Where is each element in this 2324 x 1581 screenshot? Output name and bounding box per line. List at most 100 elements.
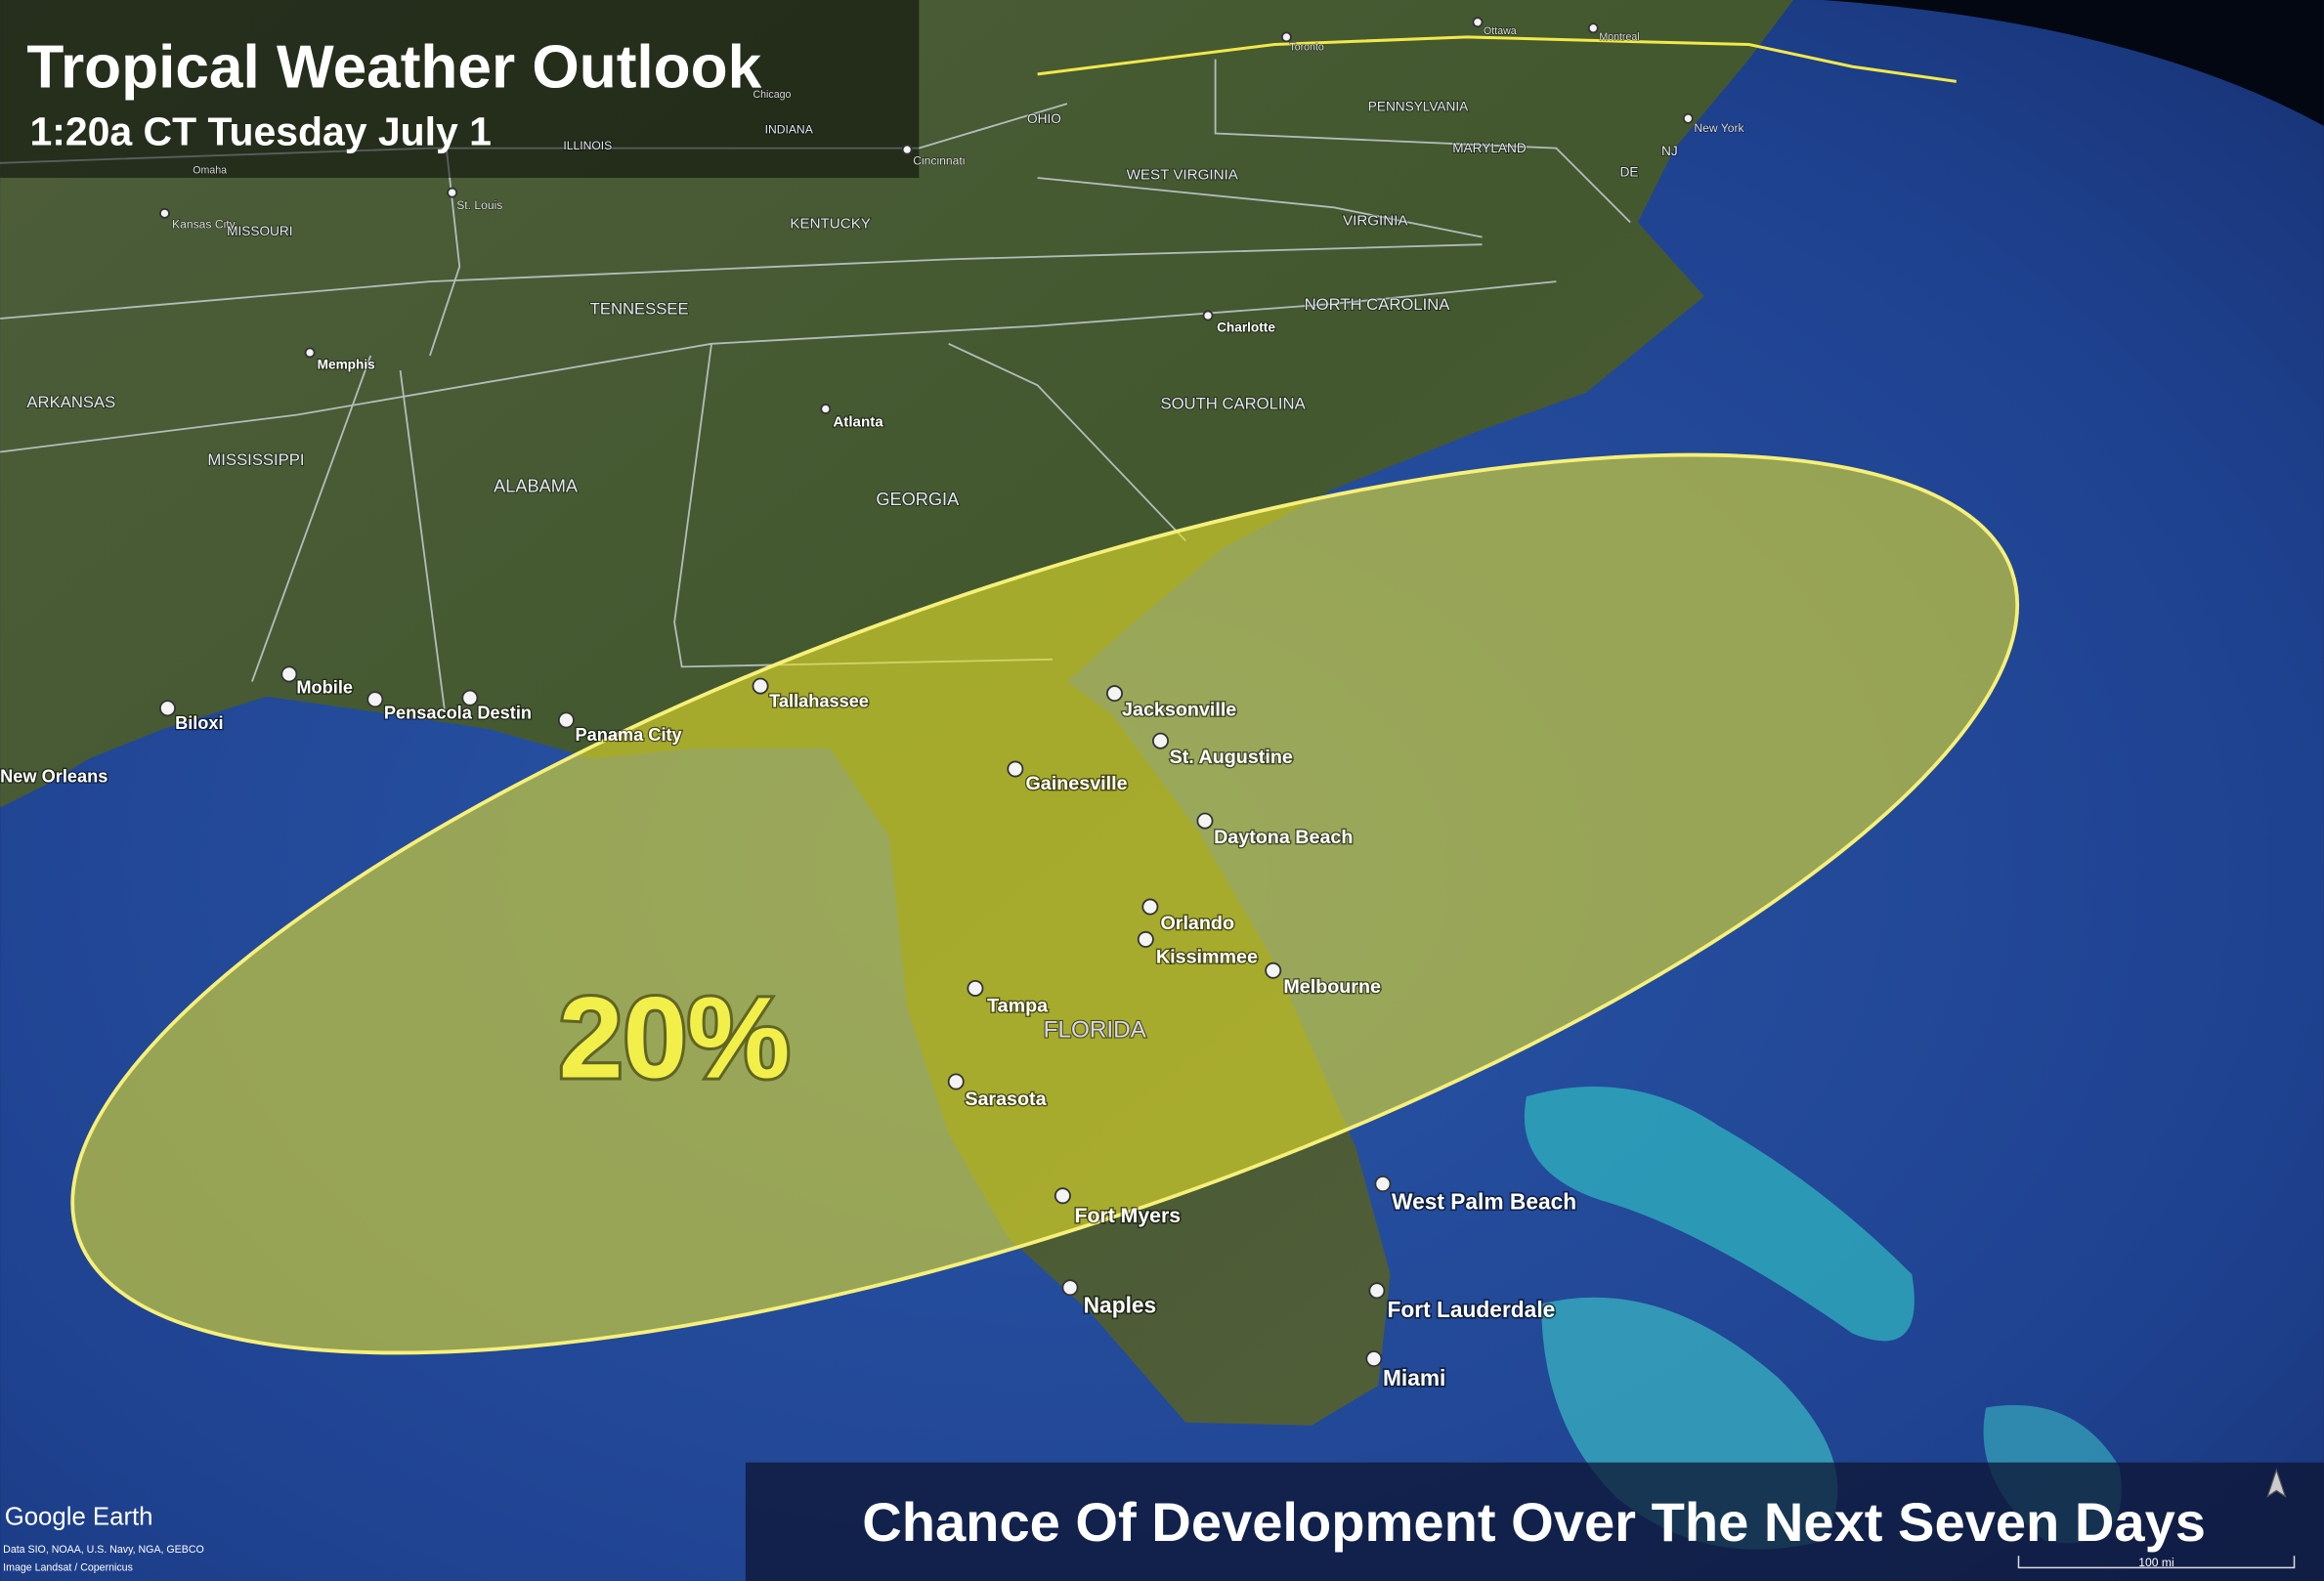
state-label: KENTUCKY bbox=[790, 216, 871, 233]
city-label: West Palm Beach bbox=[1392, 1188, 1576, 1214]
city-label: Biloxi bbox=[175, 713, 224, 733]
labels: Jacksonville St. Augustine Gainesville Dayt… bbox=[0, 17, 2296, 1573]
city-marker bbox=[366, 691, 384, 708]
city-label: Jacksonville bbox=[1122, 699, 1236, 720]
city-label: St. Augustine bbox=[1170, 747, 1293, 768]
state-label: VIRGINIA bbox=[1343, 212, 1408, 229]
city-label: Atlanta bbox=[833, 414, 883, 431]
state-label: OHIO bbox=[1027, 111, 1061, 126]
city-label: Daytona Beach bbox=[1214, 827, 1353, 848]
state-label: MARYLAND bbox=[1452, 141, 1527, 155]
data-credit: Data SIO, NOAA, U.S. Navy, NGA, GEBCO bbox=[3, 1544, 204, 1556]
city-marker bbox=[1196, 812, 1214, 830]
title-box bbox=[0, 0, 920, 178]
development-area bbox=[70, 452, 2020, 1355]
area-label: 20% bbox=[559, 973, 791, 1102]
city-label: Fort Myers bbox=[1075, 1205, 1181, 1227]
state-label: INDIANA bbox=[765, 122, 814, 136]
city-label: Mobile bbox=[296, 678, 353, 698]
city-marker bbox=[820, 404, 832, 414]
city-marker bbox=[1280, 31, 1292, 43]
city-label: Pensacola bbox=[384, 703, 473, 722]
city-marker bbox=[280, 665, 298, 683]
city-label: Memphis bbox=[318, 358, 375, 372]
city-label: Kissimmee bbox=[1156, 947, 1258, 968]
state-label: GEORGIA bbox=[876, 490, 960, 509]
caption-box bbox=[745, 1462, 2324, 1581]
city-marker bbox=[1151, 732, 1169, 749]
state-label: TENNESSEE bbox=[590, 299, 689, 318]
city-marker bbox=[1472, 17, 1484, 28]
city-marker bbox=[1054, 1187, 1071, 1205]
city-label: Gainesville bbox=[1025, 773, 1127, 794]
city-label: Ottawa bbox=[1484, 25, 1517, 37]
city-marker bbox=[159, 207, 170, 219]
city-label: Miami bbox=[1383, 1365, 1445, 1390]
imagery-credit: Image Landsat / Copernicus bbox=[3, 1561, 133, 1573]
space bbox=[1823, 0, 2324, 126]
city-marker bbox=[967, 979, 984, 997]
city-marker bbox=[304, 347, 316, 359]
city-marker bbox=[1374, 1175, 1392, 1193]
title: Tropical Weather Outlook bbox=[26, 33, 761, 101]
state-label: MISSOURI bbox=[227, 224, 292, 238]
city-label: Charlotte bbox=[1217, 320, 1275, 335]
city-label: Montreal bbox=[1599, 31, 1639, 43]
city-label: Panama City bbox=[576, 725, 683, 745]
city-label: Kansas City bbox=[172, 218, 237, 232]
subtitle: 1:20a CT Tuesday July 1 bbox=[29, 109, 492, 154]
state-label: WEST VIRGINIA bbox=[1127, 166, 1239, 183]
state-label: DE bbox=[1620, 164, 1639, 179]
city-marker bbox=[901, 144, 913, 155]
city-marker bbox=[447, 187, 458, 198]
city-label: Chicago bbox=[753, 89, 791, 101]
city-label: Melbourne bbox=[1283, 976, 1381, 998]
city-marker bbox=[1105, 685, 1123, 703]
city-label: Tallahassee bbox=[769, 691, 869, 710]
state-label: MISSISSIPPI bbox=[207, 450, 304, 469]
city-marker bbox=[159, 700, 176, 717]
city-marker bbox=[1682, 112, 1694, 124]
city-label: Naples bbox=[1084, 1293, 1157, 1318]
city-label: Cincinnati bbox=[913, 153, 965, 167]
city-marker bbox=[1368, 1282, 1386, 1300]
city-label: Tampa bbox=[987, 996, 1049, 1017]
city-label: St. Louis bbox=[456, 198, 502, 212]
city-marker bbox=[1061, 1279, 1079, 1297]
city-label: Fort Lauderdale bbox=[1387, 1297, 1555, 1322]
state-label: PENNSYLVANIA bbox=[1368, 100, 1469, 114]
brand: Google Earth bbox=[5, 1503, 153, 1530]
city-marker bbox=[1365, 1350, 1383, 1368]
scale-bar bbox=[2017, 1556, 2296, 1569]
city-marker bbox=[1202, 310, 1214, 321]
state-label: NJ bbox=[1661, 144, 1678, 158]
state-label: NORTH CAROLINA bbox=[1305, 295, 1451, 314]
city-label: Orlando bbox=[1160, 913, 1234, 934]
city-label: New Orleans bbox=[0, 767, 108, 787]
caption: Chance Of Development Over The Next Seve… bbox=[862, 1491, 2206, 1553]
state-label: ILLINOIS bbox=[563, 139, 612, 152]
city-label: Sarasota bbox=[965, 1089, 1047, 1110]
city-label: Toronto bbox=[1289, 42, 1323, 54]
city-marker bbox=[557, 711, 575, 729]
city-label: New York bbox=[1694, 121, 1744, 135]
city-marker bbox=[1265, 961, 1282, 979]
city-marker bbox=[1587, 22, 1599, 34]
bahamas-bank bbox=[1524, 1087, 1915, 1342]
city-marker bbox=[1007, 760, 1024, 778]
state-label: FLORIDA bbox=[1044, 1016, 1147, 1043]
state-borders bbox=[0, 59, 1631, 711]
state-label: ALABAMA bbox=[494, 476, 579, 495]
border-line bbox=[1037, 35, 1958, 83]
city-marker bbox=[752, 677, 769, 695]
city-marker bbox=[947, 1073, 965, 1090]
city-marker bbox=[1137, 930, 1154, 948]
city-label: Omaha bbox=[193, 164, 227, 176]
state-label: ARKANSAS bbox=[26, 393, 115, 411]
north-arrow bbox=[2266, 1468, 2287, 1499]
city-label: Destin bbox=[477, 703, 532, 722]
state-label: SOUTH CAROLINA bbox=[1160, 395, 1306, 413]
city-marker bbox=[461, 689, 479, 706]
